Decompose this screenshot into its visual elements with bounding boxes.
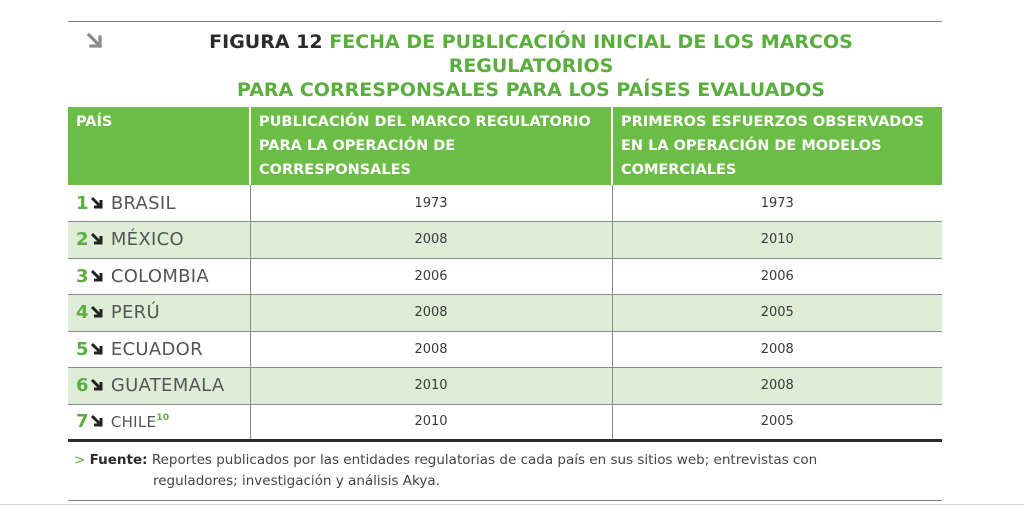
- arrow-down-right-icon: [90, 269, 103, 282]
- row-number: 1: [76, 192, 89, 214]
- source-label: Fuente:: [89, 452, 148, 468]
- country-name: MÉXICO: [110, 229, 184, 251]
- first-efforts-year: 2006: [612, 258, 942, 295]
- publication-year: 2008: [250, 294, 613, 332]
- source-text-line2: reguladores; investigación y análisis Ak…: [153, 473, 440, 489]
- arrow-down-right-icon: [90, 379, 103, 391]
- header-country: PAÍS: [68, 107, 251, 185]
- header-first-efforts: PRIMEROS ESFUERZOS OBSERVADOS EN LA OPER…: [612, 107, 942, 185]
- arrow-down-right-icon: [90, 306, 103, 318]
- arrow-down-right-icon: [90, 415, 103, 427]
- country-name: PERÚ: [110, 302, 160, 324]
- table-row: 6 GUATEMALA 2010 2008: [68, 367, 942, 405]
- top-divider: [68, 21, 942, 22]
- publication-year: 2008: [250, 331, 613, 368]
- row-number: 2: [76, 229, 89, 251]
- publication-year: 2010: [250, 367, 613, 405]
- country-cell: 7 CHILE10: [68, 404, 251, 442]
- figure-label: FIGURA 12: [209, 31, 323, 53]
- source-note: > Fuente: Reportes publicados por las en…: [68, 450, 942, 492]
- source-text-line1: Reportes publicados por las entidades re…: [151, 452, 818, 468]
- figure: FIGURA 12 FECHA DE PUBLICACIÓN INICIAL D…: [68, 21, 942, 501]
- row-number: 7: [76, 411, 89, 433]
- country-cell: 2 MÉXICO: [68, 221, 251, 259]
- publication-year: 2006: [250, 258, 613, 295]
- row-number: 4: [76, 302, 89, 324]
- figure-title-line2: PARA CORRESPONSALES PARA LOS PAÍSES EVAL…: [237, 79, 825, 101]
- table-header-row: PAÍS PUBLICACIÓN DEL MARCO REGULATORIO P…: [68, 107, 942, 185]
- arrow-down-right-icon: [86, 32, 103, 49]
- arrow-down-right-icon: [90, 342, 103, 355]
- country-cell: 1 BRASIL: [68, 185, 251, 222]
- page-edge-line: [0, 504, 1024, 505]
- figure-title-line1: FECHA DE PUBLICACIÓN INICIAL DE LOS MARC…: [329, 31, 853, 77]
- country-name: COLOMBIA: [110, 265, 210, 287]
- first-efforts-year: 2005: [612, 294, 942, 332]
- row-number: 6: [76, 375, 89, 397]
- first-efforts-year: 1973: [612, 185, 942, 222]
- source-prefix: >: [74, 452, 86, 468]
- publication-year: 1973: [250, 185, 613, 222]
- arrow-down-right-icon: [90, 233, 103, 245]
- publication-year: 2008: [250, 221, 613, 259]
- table-row: 2 MÉXICO 2008 2010: [68, 221, 942, 259]
- first-efforts-year: 2008: [612, 331, 942, 368]
- first-efforts-year: 2005: [612, 404, 942, 442]
- country-name: GUATEMALA: [110, 375, 225, 397]
- table-row: 5 ECUADOR 2008 2008: [68, 331, 942, 368]
- country-cell: 4 PERÚ: [68, 294, 251, 332]
- row-number: 3: [76, 265, 89, 287]
- first-efforts-year: 2008: [612, 367, 942, 405]
- country-cell: 5 ECUADOR: [68, 331, 251, 368]
- country-cell: 3 COLOMBIA: [68, 258, 251, 295]
- country-name: CHILE: [110, 413, 157, 432]
- table-row: 3 COLOMBIA 2006 2006: [68, 258, 942, 295]
- bottom-divider: [68, 500, 942, 501]
- table-row: 7 CHILE10 2010 2005: [68, 404, 942, 442]
- publication-year: 2010: [250, 404, 613, 442]
- country-name: ECUADOR: [110, 338, 203, 360]
- row-number: 5: [76, 338, 89, 360]
- first-efforts-year: 2010: [612, 221, 942, 259]
- header-publication: PUBLICACIÓN DEL MARCO REGULATORIO PARA L…: [250, 107, 613, 185]
- country-cell: 6 GUATEMALA: [68, 367, 251, 405]
- footnote-marker[interactable]: 10: [156, 413, 170, 424]
- regulatory-table: PAÍS PUBLICACIÓN DEL MARCO REGULATORIO P…: [68, 107, 942, 442]
- arrow-down-right-icon: [90, 196, 103, 208]
- table-row: 4 PERÚ 2008 2005: [68, 294, 942, 332]
- table-row: 1 BRASIL 1973 1973: [68, 185, 942, 222]
- figure-title: FIGURA 12 FECHA DE PUBLICACIÓN INICIAL D…: [68, 30, 942, 102]
- country-name: BRASIL: [110, 192, 176, 214]
